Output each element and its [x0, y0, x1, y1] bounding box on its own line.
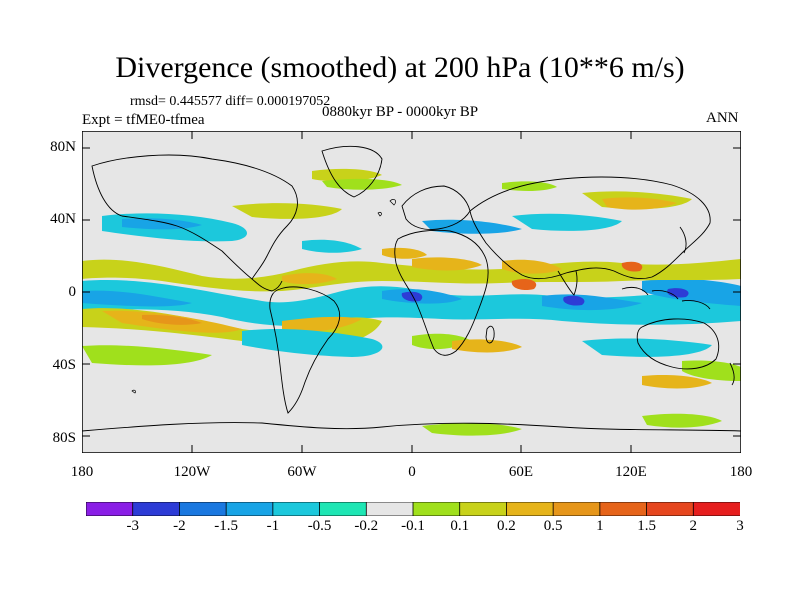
- colorbar-tick-label: -2: [173, 518, 186, 534]
- lat-label: 80S: [52, 430, 76, 446]
- lon-label: 180: [729, 464, 753, 480]
- lat-label: 0: [68, 284, 77, 300]
- colorbar-tick-label: 0.5: [543, 518, 563, 534]
- figure-title: Divergence (smoothed) at 200 hPa (10**6 …: [115, 51, 685, 84]
- colorbar-swatch: [646, 502, 695, 516]
- colorbar-swatch: [272, 502, 321, 516]
- lon-label: 60E: [508, 464, 534, 480]
- colorbar-swatch: [692, 502, 740, 516]
- stats-line: rmsd= 0.445577 diff= 0.000197052: [130, 94, 331, 109]
- lat-label: 40N: [50, 211, 76, 227]
- lat-label: 40S: [52, 357, 76, 373]
- lon-label: 0: [408, 464, 416, 480]
- field-north-red: [511, 261, 643, 291]
- colorbar: [86, 502, 740, 516]
- colorbar-tick-label: -0.1: [401, 518, 425, 534]
- colorbar-tick-label: -0.2: [354, 518, 379, 534]
- colorbar-swatch: [365, 502, 414, 516]
- lat-label: 80N: [50, 139, 76, 155]
- lon-label: 60W: [287, 464, 317, 480]
- colorbar-swatch: [506, 502, 555, 516]
- field-south-cyan: [242, 328, 712, 357]
- experiment-label: Expt = tfME0-tfmea: [82, 112, 205, 128]
- field-north-orange2: [282, 257, 562, 285]
- colorbar-tick-label: -1.5: [214, 518, 239, 534]
- colorbar-tick-label: 0.2: [497, 518, 516, 534]
- colorbar-tick-label: -1: [266, 518, 280, 534]
- colorbar-tick-label: -3: [126, 518, 139, 534]
- divergence-map: [82, 131, 741, 453]
- colorbar-tick-label: 1.5: [637, 518, 656, 534]
- colorbar-tick-label: 3: [736, 518, 744, 534]
- field-polar-south-green: [422, 413, 722, 436]
- field-north-orange: [82, 259, 741, 292]
- colorbar-tick-label: 2: [689, 518, 698, 534]
- colorbar-tick-label: 1: [596, 518, 604, 534]
- colorbar-swatch: [179, 502, 228, 516]
- field-midlat-north-blue: [122, 218, 522, 234]
- islands: [131, 199, 396, 394]
- colorbar-swatch: [552, 502, 601, 516]
- lon-label: 120E: [615, 464, 647, 480]
- lon-label: 180: [70, 464, 94, 480]
- field-polar-north-yellow: [322, 178, 557, 191]
- period-label: 0880kyr BP - 0000kyr BP: [322, 104, 479, 120]
- lon-label: 120W: [173, 464, 211, 480]
- colorbar-swatch: [412, 502, 461, 516]
- map-field: [82, 131, 741, 453]
- season-label: ANN: [706, 110, 739, 126]
- field-south-orange3: [142, 314, 202, 325]
- colorbar-swatch: [225, 502, 274, 516]
- colorbar-swatch: [132, 502, 181, 516]
- field-midlat-north-cyan: [102, 213, 622, 253]
- colorbar-swatch: [599, 502, 648, 516]
- field-equatorial-blue: [82, 280, 741, 326]
- colorbar-swatch: [459, 502, 508, 516]
- field-midlat-north-orange: [382, 197, 677, 259]
- colorbar-tick-label: 0.1: [450, 518, 470, 534]
- colorbar-swatch: [86, 502, 134, 516]
- coastlines: [82, 145, 741, 432]
- colorbar-tick-label: -0.5: [307, 518, 332, 534]
- axis-ticks: [82, 131, 741, 453]
- colorbar-swatch: [319, 502, 368, 516]
- field-south-orange-lo: [452, 339, 712, 389]
